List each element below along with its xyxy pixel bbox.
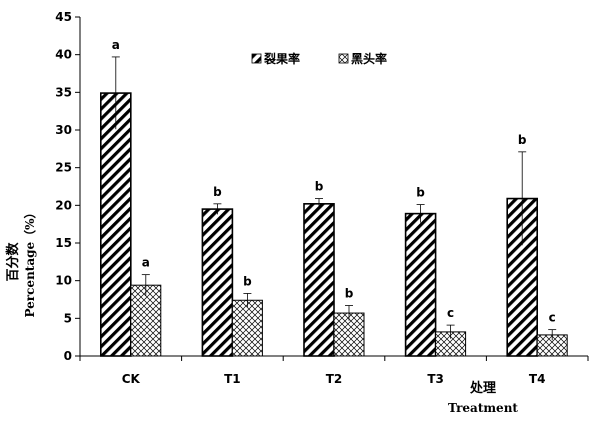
x-axis-title-cn: 处理	[469, 380, 496, 396]
significance-label: a	[112, 38, 120, 52]
bar-crosshatch	[231, 299, 263, 357]
y-tick-label: 30	[55, 123, 72, 137]
y-tick-label: 35	[55, 85, 72, 99]
legend: 裂果率 黑头率	[251, 51, 387, 66]
legend-swatch-0	[251, 53, 262, 64]
significance-label: b	[315, 180, 324, 194]
x-axis-title-en: Treatment	[448, 401, 518, 415]
bar-diagonal-hatch	[404, 212, 437, 357]
y-axis-ticks: 0 5 10 15 20 25 30 35 40 45	[55, 10, 80, 363]
y-tick-label: 0	[64, 349, 72, 363]
significance-label: b	[518, 133, 527, 147]
x-tick-label: T2	[326, 372, 343, 386]
y-tick-label: 45	[55, 10, 72, 24]
y-tick-label: 40	[55, 48, 72, 62]
x-axis-tick-labels: CK T1 T2 T3 T4	[79, 356, 589, 386]
y-axis-title-en: Percentage（%）	[22, 206, 37, 317]
significance-label: c	[447, 306, 454, 320]
y-axis-title-cn: 百分数	[5, 242, 21, 282]
y-tick-label: 25	[55, 161, 72, 175]
x-tick-label: CK	[122, 372, 141, 386]
significance-label: b	[345, 287, 354, 301]
legend-swatch-1	[338, 53, 349, 64]
x-tick-label: T1	[224, 372, 241, 386]
y-tick-label: 10	[55, 274, 72, 288]
y-tick-label: 5	[64, 311, 72, 325]
bar-diagonal-hatch	[201, 208, 234, 357]
significance-label: b	[213, 185, 222, 199]
y-tick-label: 20	[55, 198, 72, 212]
significance-label: b	[243, 274, 252, 288]
bar-diagonal-hatch	[100, 92, 132, 357]
significance-label: b	[416, 186, 425, 200]
significance-label: c	[549, 311, 556, 325]
bar-diagonal-hatch	[303, 203, 335, 357]
x-tick-label: T3	[427, 372, 444, 386]
significance-label: a	[142, 256, 150, 270]
legend-label-1: 黑头率	[351, 51, 387, 66]
bar-crosshatch	[130, 284, 162, 357]
legend-label-0: 裂果率	[263, 51, 300, 66]
bars: a a b b b b b c b c	[100, 38, 568, 357]
x-tick-label: T4	[529, 372, 546, 386]
y-tick-label: 15	[55, 236, 72, 250]
